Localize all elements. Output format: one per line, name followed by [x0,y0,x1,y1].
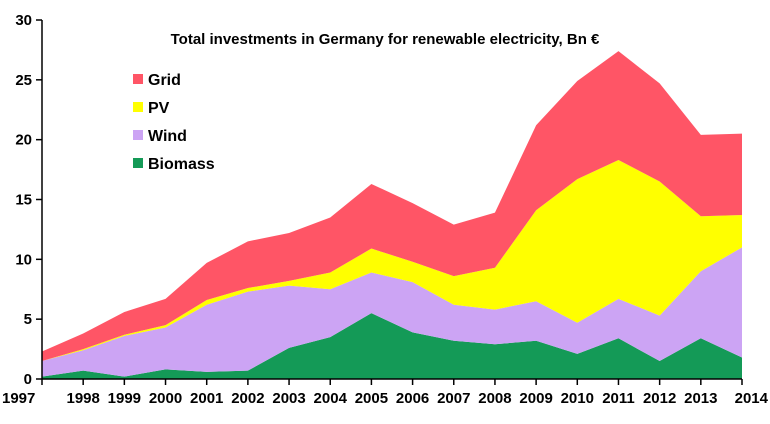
x-tick-label: 2013 [684,390,717,407]
legend-swatch-biomass [133,158,143,168]
legend-swatch-wind [133,130,143,140]
legend: Grid PV Wind Biomass [133,72,215,173]
x-tick-label: 2011 [602,390,635,407]
y-ticks-group: 0 5 10 15 20 25 30 [15,12,42,388]
y-tick-label: 25 [15,72,32,89]
x-tick-label: 2004 [314,390,348,407]
x-tick-label: 2001 [190,390,223,407]
x-tick-label: 2007 [437,390,470,407]
y-tick-label: 10 [15,251,32,268]
chart-title: Total investments in Germany for renewab… [171,31,600,48]
x-tick-label: 2008 [478,390,511,407]
x-tick-label: 1998 [66,390,99,407]
x-tick-label: 2005 [355,390,388,407]
area-series-group [42,51,742,379]
x-tick-label: 2014 [735,390,769,407]
y-tick-label: 15 [15,192,32,209]
x-tick-label: 2010 [561,390,594,407]
area-biomass [42,313,742,379]
y-tick-label: 5 [24,311,32,328]
legend-label-wind: Wind [148,128,187,145]
x-tick-label: 1997 [2,390,35,407]
x-tick-label: 2003 [272,390,305,407]
legend-label-grid: Grid [148,72,181,89]
legend-label-biomass: Biomass [148,156,215,173]
y-tick-label: 30 [15,12,32,29]
legend-swatch-pv [133,102,143,112]
x-tick-label: 2002 [231,390,264,407]
y-tick-label: 20 [15,132,32,149]
y-tick-label: 0 [24,371,32,388]
x-tick-label: 2006 [396,390,429,407]
x-ticks-group: 1997 1998 1999 2000 2001 2002 2003 2004 2005 2006… [2,379,769,407]
legend-swatch-grid [133,74,143,84]
x-tick-label: 2009 [519,390,552,407]
area-wind [42,247,742,377]
area-pv [42,160,742,362]
area-grid [42,51,742,362]
x-tick-label: 2000 [149,390,182,407]
x-tick-label: 1999 [108,390,141,407]
legend-label-pv: PV [148,100,170,117]
x-tick-label: 2012 [643,390,676,407]
